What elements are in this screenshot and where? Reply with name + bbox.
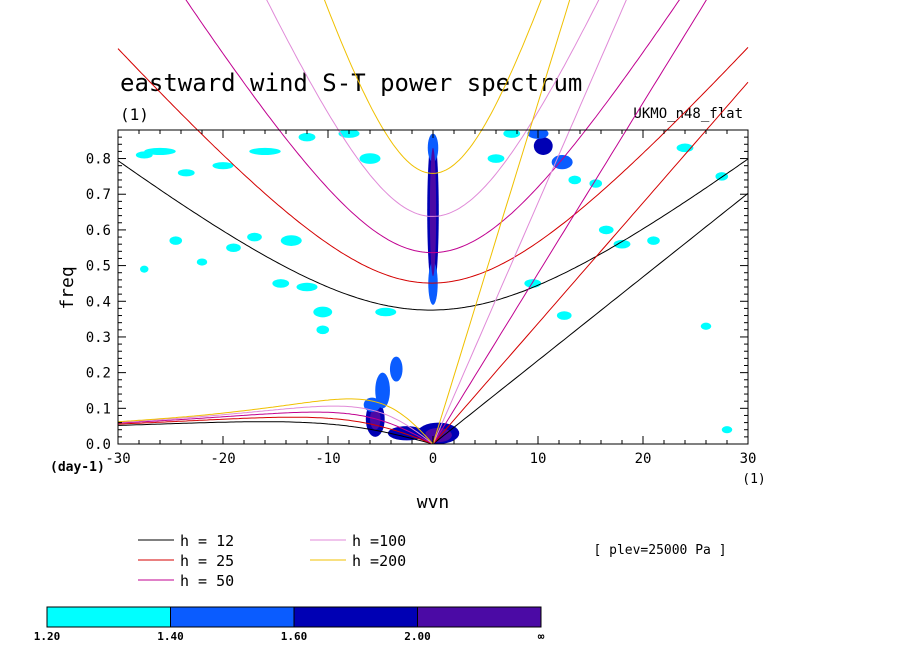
y-tick-label: 0.6	[86, 223, 111, 239]
colorbar-label: 2.00	[404, 630, 431, 643]
y-tick-label: 0.0	[86, 437, 111, 453]
power-region	[721, 426, 733, 434]
power-region	[533, 137, 553, 155]
colorbar-label: 1.20	[34, 630, 61, 643]
power-region	[387, 426, 426, 441]
dispersion-curve	[185, 0, 680, 254]
x-tick-label: -30	[105, 451, 130, 467]
title-units: (1)	[120, 105, 149, 124]
power-region	[313, 306, 333, 318]
colorbar-swatch	[293, 606, 418, 628]
colorbar-swatch	[417, 606, 542, 628]
power-region	[212, 162, 234, 170]
dispersion-curves	[117, 0, 749, 445]
curve-legend: h = 12 h = 25 h = 50 h =100 h =200	[138, 532, 406, 590]
colorbar-swatch	[46, 606, 171, 628]
colorbar-label: 1.60	[281, 630, 308, 643]
power-region	[389, 356, 403, 382]
y-tick-label: 0.1	[86, 401, 111, 417]
power-region	[169, 236, 183, 245]
x-tick-label: -10	[315, 451, 340, 467]
source-label: UKMO_n48_flat	[633, 106, 743, 122]
legend-label: h =200	[352, 552, 406, 570]
power-regions	[135, 130, 733, 444]
y-tick-label: 0.2	[86, 366, 111, 382]
colorbar-label: 1.40	[157, 630, 184, 643]
y-tick-label: 0.3	[86, 330, 111, 346]
dispersion-curve	[117, 411, 434, 445]
y-tick-label: 0.5	[86, 259, 111, 275]
power-region	[247, 232, 262, 242]
power-region	[375, 307, 397, 317]
y-tick-label: 0.8	[86, 152, 111, 168]
power-region	[487, 154, 505, 163]
colorbar: 1.20 1.40 1.60 2.00 ∞	[34, 606, 545, 643]
power-region	[140, 265, 149, 273]
y-tick-label: 0.7	[86, 187, 111, 203]
x-tick-label: -20	[210, 451, 235, 467]
power-region	[177, 169, 195, 177]
legend-label: h =100	[352, 532, 406, 550]
dispersion-curve	[117, 398, 434, 445]
power-region	[296, 282, 318, 292]
legend-label: h = 25	[180, 552, 234, 570]
legend-label: h = 12	[180, 532, 234, 550]
x-axis-label: wvn	[417, 492, 450, 513]
power-region	[359, 153, 381, 164]
dispersion-curve	[118, 421, 434, 445]
dispersion-curve	[432, 0, 707, 445]
power-region	[298, 132, 316, 142]
power-region	[551, 154, 573, 170]
power-region	[556, 311, 572, 320]
x-tick-label: 20	[635, 451, 652, 467]
dispersion-curve	[432, 192, 749, 445]
power-region	[613, 239, 631, 249]
legend-label: h = 50	[180, 572, 234, 590]
dispersion-curve	[432, 81, 749, 445]
axis-ticks: -30 -20 -10 0 10 20 30 0.0 0.1 0.2 0.3 0.4 0.5 0.6 0.7…	[86, 129, 757, 467]
power-region	[375, 372, 390, 409]
power-region	[272, 279, 290, 288]
y-tick-label: 0.4	[86, 294, 111, 310]
dispersion-curve	[117, 47, 749, 284]
power-region	[280, 235, 302, 246]
plev-annotation: [ plev=25000 Pa ]	[593, 543, 726, 558]
power-region	[316, 325, 330, 335]
x-axis-unit: (1)	[742, 472, 765, 487]
x-tick-label: 30	[740, 451, 757, 467]
colorbar-swatch	[170, 606, 295, 628]
power-region	[249, 147, 281, 155]
dispersion-curve	[117, 416, 434, 445]
dispersion-curve	[117, 405, 434, 445]
power-region	[647, 236, 660, 245]
power-region	[715, 172, 729, 181]
power-region	[524, 279, 542, 288]
power-region	[503, 130, 521, 138]
x-tick-label: 10	[530, 451, 547, 467]
dispersion-curve	[432, 0, 571, 445]
power-region	[144, 147, 176, 155]
power-region	[700, 322, 712, 330]
x-tick-label: 0	[429, 451, 437, 467]
power-region	[568, 175, 582, 185]
power-region	[196, 258, 208, 266]
colorbar-label: ∞	[538, 630, 545, 643]
y-axis-label: freq	[57, 266, 78, 309]
dispersion-curve	[432, 0, 627, 445]
power-region	[135, 151, 153, 159]
dispersion-curve	[266, 0, 600, 217]
dispersion-curve	[117, 158, 749, 311]
power-region	[598, 225, 614, 235]
y-axis-unit: (day-1)	[50, 460, 105, 475]
power-region	[429, 147, 437, 277]
power-region	[363, 397, 381, 412]
chart-title: eastward wind S-T power spectrum	[120, 69, 582, 97]
dispersion-curve	[323, 0, 542, 174]
power-region	[226, 243, 241, 253]
